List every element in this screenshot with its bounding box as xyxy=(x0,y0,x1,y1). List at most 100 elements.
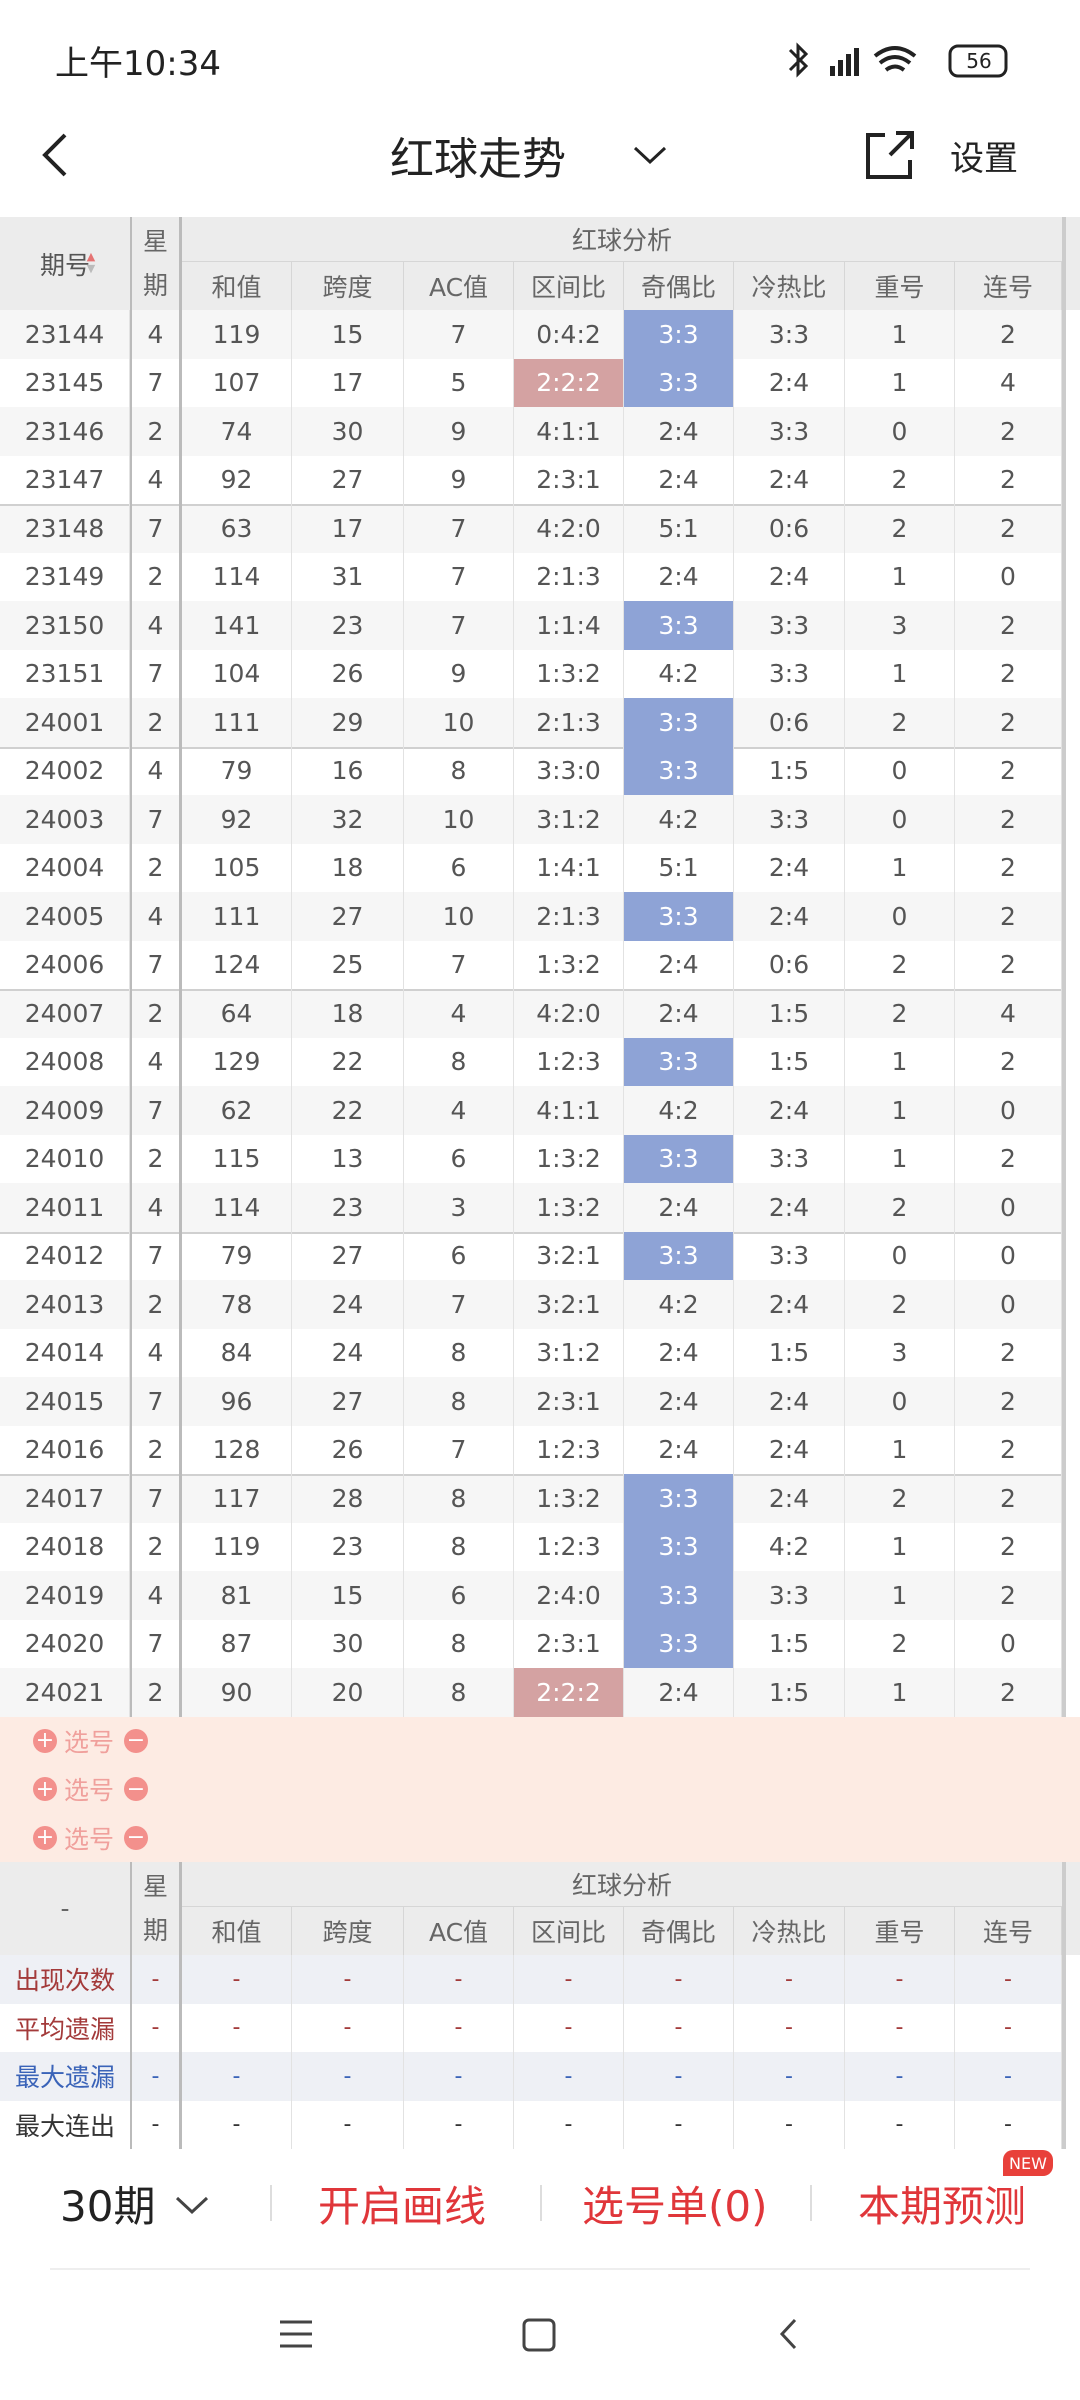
pick-area xyxy=(0,1716,1080,1862)
stat-cell: - xyxy=(182,2052,292,2101)
pick-button[interactable]: 选号 xyxy=(64,1824,115,1854)
table-cell: 7 xyxy=(404,504,514,553)
column-header: 和值 xyxy=(182,1907,292,1955)
week-header: 星期 xyxy=(130,1862,182,1955)
table-cell: 0 xyxy=(845,1377,955,1426)
column-header: 冷热比 xyxy=(734,262,845,310)
stat-cell: - xyxy=(514,2100,624,2149)
table-cell: 78 xyxy=(182,1280,292,1329)
stat-cell: - xyxy=(955,2100,1062,2149)
row-bg xyxy=(0,310,1062,359)
stat-cell: - xyxy=(130,2052,182,2101)
draw-lines-button[interactable]: 开启画线 xyxy=(318,2181,487,2231)
table-cell: 2:4 xyxy=(624,407,734,456)
table-cell: 26 xyxy=(292,1425,404,1474)
table-cell: 2 xyxy=(845,989,955,1038)
column-header: 跨度 xyxy=(292,262,404,310)
row-bg xyxy=(0,552,1062,601)
table-cell: 117 xyxy=(182,1474,292,1523)
back-button[interactable] xyxy=(30,125,80,185)
table-cell: 2 xyxy=(955,1134,1062,1183)
page-title[interactable]: 红球走势 xyxy=(390,134,566,185)
column-header: AC值 xyxy=(404,1907,514,1955)
table-cell: 1 xyxy=(845,1086,955,1135)
table-cell: 24012 xyxy=(0,1231,130,1280)
table-cell: 9 xyxy=(404,407,514,456)
table-cell: 2 xyxy=(955,601,1062,650)
table-cell: 104 xyxy=(182,649,292,698)
table-cell: 0:6 xyxy=(734,504,845,553)
period-selector[interactable]: 30期 xyxy=(60,2181,156,2231)
table-cell: 74 xyxy=(182,407,292,456)
table-cell: 2 xyxy=(955,1377,1062,1426)
table-cell: 24 xyxy=(292,1280,404,1329)
table-cell: 24010 xyxy=(0,1134,130,1183)
table-cell: 2 xyxy=(955,1668,1062,1717)
table-cell: 2 xyxy=(955,1425,1062,1474)
table-cell: 2 xyxy=(955,310,1062,359)
column-header: 区间比 xyxy=(514,262,624,310)
column-header: 连号 xyxy=(955,1907,1062,1955)
table-cell: 114 xyxy=(182,1183,292,1232)
row-bg xyxy=(0,843,1062,892)
row-bg xyxy=(0,1474,1062,1523)
share-button[interactable] xyxy=(860,125,920,185)
prediction-button[interactable]: 本期预测 xyxy=(858,2181,1027,2231)
table-cell: 2:4 xyxy=(624,989,734,1038)
title-dropdown[interactable] xyxy=(630,140,670,170)
table-cell: 24 xyxy=(292,1328,404,1377)
period-dropdown[interactable] xyxy=(172,2190,212,2220)
settings-button[interactable]: 设置 xyxy=(950,138,1018,179)
table-cell: 141 xyxy=(182,601,292,650)
table-cell: 2 xyxy=(955,892,1062,941)
row-bg xyxy=(0,504,1062,553)
table-cell: 6 xyxy=(404,843,514,892)
table-cell: 3:3 xyxy=(624,698,734,747)
stat-cell: - xyxy=(624,2003,734,2052)
table-cell: 0 xyxy=(845,407,955,456)
row-bg xyxy=(0,2100,1062,2149)
table-cell: 7 xyxy=(130,1619,182,1668)
table-cell: 2:4 xyxy=(734,1280,845,1329)
table-cell: 2:4 xyxy=(734,1474,845,1523)
row-bg xyxy=(0,1955,1062,2004)
row-bg xyxy=(0,1134,1062,1183)
table-cell: 1:3:2 xyxy=(514,649,624,698)
stat-cell: - xyxy=(292,1955,404,2004)
pick-button[interactable]: 选号 xyxy=(64,1776,115,1806)
table-cell: 0 xyxy=(845,746,955,795)
table-cell: 1:5 xyxy=(734,1668,845,1717)
table-cell: 8 xyxy=(404,1037,514,1086)
table-cell: 24011 xyxy=(0,1183,130,1232)
table-cell: 105 xyxy=(182,843,292,892)
table-cell: 7 xyxy=(130,795,182,844)
column-header: 奇偶比 xyxy=(624,1907,734,1955)
table-cell: 2 xyxy=(955,1328,1062,1377)
nav-bar xyxy=(280,2318,797,2352)
pick-list-button[interactable]: 选号单(0) xyxy=(582,2181,768,2231)
column-header: 冷热比 xyxy=(734,1907,845,1955)
table-cell: 2:4 xyxy=(734,358,845,407)
table-cell: 28 xyxy=(292,1474,404,1523)
table-cell: 2:4:0 xyxy=(514,1571,624,1620)
table-cell: 2:1:3 xyxy=(514,892,624,941)
table-cell: 2:1:3 xyxy=(514,698,624,747)
row-bg xyxy=(0,2052,1062,2101)
table-cell: 24014 xyxy=(0,1328,130,1377)
row-bg xyxy=(0,989,1062,1038)
add-pick: + xyxy=(33,1825,57,1850)
pick-button[interactable]: 选号 xyxy=(64,1727,115,1757)
stat-cell: - xyxy=(734,2052,845,2101)
table-cell: 10 xyxy=(404,795,514,844)
row-bg xyxy=(0,1328,1062,1377)
table-cell: 2:4 xyxy=(734,843,845,892)
table-cell: 2:3:1 xyxy=(514,455,624,504)
table-cell: 0 xyxy=(955,552,1062,601)
table-cell: 128 xyxy=(182,1425,292,1474)
table-cell: 119 xyxy=(182,1522,292,1571)
row-bg xyxy=(0,698,1062,747)
table-cell: 23146 xyxy=(0,407,130,456)
table-cell: 2 xyxy=(130,989,182,1038)
table-cell: 7 xyxy=(404,940,514,989)
table-cell: 2 xyxy=(130,1522,182,1571)
